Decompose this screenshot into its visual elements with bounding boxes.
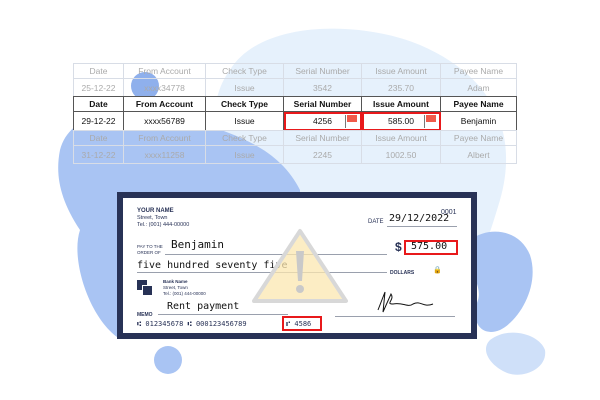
header-date: Date bbox=[73, 63, 124, 79]
cell: Benjamin bbox=[440, 111, 517, 131]
owner-tel: Tel.: (001) 444-00000 bbox=[137, 222, 190, 228]
cell: xxxx11258 bbox=[123, 145, 206, 164]
table-row-previous: Date From Account Check Type Serial Number I… bbox=[73, 63, 517, 97]
amount-words: five hundred seventy five bbox=[137, 260, 288, 271]
cell: Albert bbox=[440, 145, 517, 164]
cell: Issue bbox=[205, 111, 284, 131]
owner-name: YOUR NAME bbox=[137, 208, 174, 214]
table-row-highlighted: Date From Account Check Type Serial Number I… bbox=[73, 96, 517, 131]
signature bbox=[377, 291, 434, 313]
cell: 235.70 bbox=[361, 78, 441, 97]
amount-value: 575.00 bbox=[411, 241, 448, 252]
cell: 1002.50 bbox=[361, 145, 441, 164]
header-from-account: From Account bbox=[123, 130, 206, 146]
header-check-type: Check Type bbox=[205, 63, 284, 79]
header-payee: Payee Name bbox=[440, 130, 517, 146]
cell: 29-12-22 bbox=[73, 111, 124, 131]
date-value: 29/12/2022 bbox=[389, 213, 450, 224]
flag-icon bbox=[345, 115, 357, 128]
header-serial: Serial Number bbox=[283, 130, 362, 146]
cell: Issue bbox=[205, 145, 284, 164]
memo-value: Rent payment bbox=[167, 301, 240, 312]
cell: 25-12-22 bbox=[73, 78, 124, 97]
header-check-type: Check Type bbox=[205, 96, 284, 112]
header-amount: Issue Amount bbox=[361, 130, 441, 146]
header-check-type: Check Type bbox=[205, 130, 284, 146]
cell: Issue bbox=[205, 78, 284, 97]
amount-value: 585.00 bbox=[388, 116, 414, 126]
dollar-sign: $ bbox=[395, 240, 402, 254]
cell: 3542 bbox=[283, 78, 362, 97]
serial-value: 4256 bbox=[313, 116, 332, 126]
header-payee: Payee Name bbox=[440, 63, 517, 79]
micr-routing: ⑆ 012345678 ⑆ 000123456789 bbox=[137, 320, 247, 328]
memo-label: MEMO bbox=[137, 312, 153, 318]
header-payee: Payee Name bbox=[440, 96, 517, 112]
header-date: Date bbox=[73, 96, 124, 112]
payee-value: Benjamin bbox=[171, 238, 224, 251]
header-serial: Serial Number bbox=[283, 63, 362, 79]
cell: 2245 bbox=[283, 145, 362, 164]
order-label: ORDER OF bbox=[137, 250, 161, 255]
header-amount: Issue Amount bbox=[361, 63, 441, 79]
lock-icon: 🔒 bbox=[433, 267, 442, 274]
bank-street: Street, Town bbox=[163, 285, 188, 290]
check-number: 0001 bbox=[441, 209, 457, 216]
header-serial: Serial Number bbox=[283, 96, 362, 112]
serial-cell-flagged: 4256 bbox=[283, 111, 362, 131]
warning-triangle-icon bbox=[252, 229, 348, 303]
table-row-next: Date From Account Check Type Serial Number I… bbox=[73, 130, 517, 164]
micr-serial: ⑈ 4586 bbox=[286, 320, 312, 328]
cell: 31-12-22 bbox=[73, 145, 124, 164]
amount-cell-flagged: 585.00 bbox=[361, 111, 441, 131]
pay-label: PAY TO THE bbox=[137, 244, 163, 249]
cell: Adam bbox=[440, 78, 517, 97]
dollars-label: DOLLARS bbox=[390, 270, 415, 276]
header-amount: Issue Amount bbox=[361, 96, 441, 112]
flag-icon bbox=[424, 115, 436, 128]
owner-street: Street, Town bbox=[137, 215, 168, 221]
cell: xxxx56789 bbox=[123, 111, 206, 131]
bank-name: Bank Name bbox=[163, 279, 188, 284]
header-date: Date bbox=[73, 130, 124, 146]
header-from-account: From Account bbox=[123, 96, 206, 112]
bank-tel: Tel.: (001) 444-00000 bbox=[163, 291, 206, 296]
cell: xxxx34778 bbox=[123, 78, 206, 97]
header-from-account: From Account bbox=[123, 63, 206, 79]
date-label: DATE bbox=[368, 219, 384, 225]
